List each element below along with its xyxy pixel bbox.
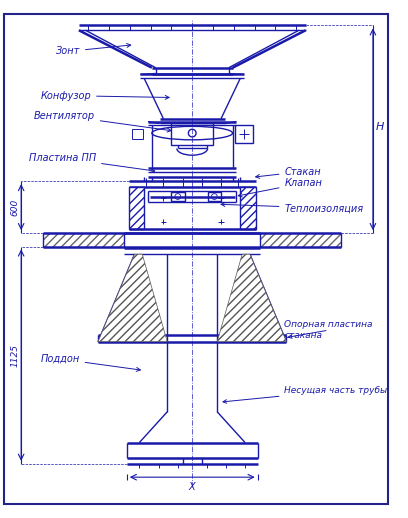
Polygon shape bbox=[260, 233, 341, 247]
Text: Несущая часть трубы: Несущая часть трубы bbox=[223, 386, 388, 404]
Text: Опорная пластина
стакана: Опорная пластина стакана bbox=[284, 321, 373, 340]
Text: Поддон: Поддон bbox=[40, 354, 140, 371]
Text: Конфузор: Конфузор bbox=[40, 91, 169, 100]
Polygon shape bbox=[217, 254, 286, 342]
Text: H: H bbox=[376, 122, 384, 132]
Text: Клапан: Клапан bbox=[238, 178, 322, 197]
Polygon shape bbox=[98, 254, 167, 342]
Text: X: X bbox=[189, 482, 195, 492]
Polygon shape bbox=[240, 187, 256, 229]
Text: 1125: 1125 bbox=[10, 343, 19, 367]
Text: 600: 600 bbox=[10, 198, 19, 215]
Bar bbox=[235, 125, 253, 142]
Bar bbox=[208, 192, 221, 202]
Bar bbox=[171, 192, 184, 202]
Text: Зонт: Зонт bbox=[56, 44, 131, 56]
Text: Вентилятор: Вентилятор bbox=[33, 111, 171, 132]
Text: Стакан: Стакан bbox=[256, 167, 321, 178]
Polygon shape bbox=[129, 187, 144, 229]
Text: Пластина ПП: Пластина ПП bbox=[29, 153, 155, 172]
Polygon shape bbox=[43, 233, 124, 247]
Bar bbox=[132, 130, 143, 139]
Bar bbox=[171, 123, 213, 145]
Text: Теплоизоляция: Теплоизоляция bbox=[221, 203, 364, 213]
